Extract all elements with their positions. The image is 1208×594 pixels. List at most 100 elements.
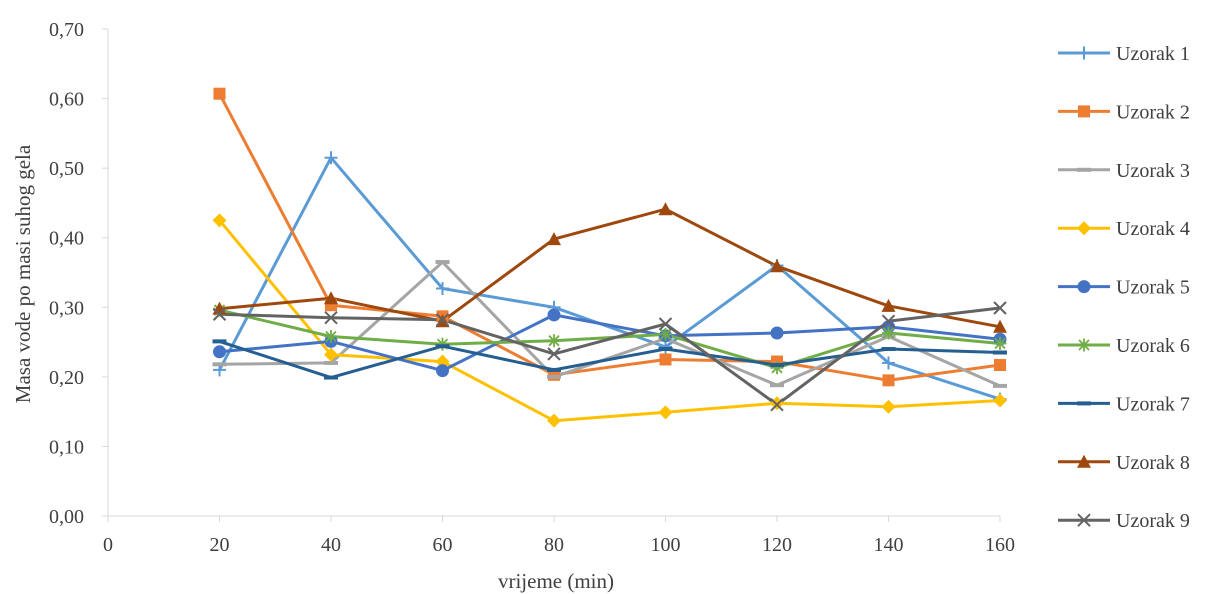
legend-swatch-marker: [1077, 338, 1091, 352]
data-point-uzorak-2: [659, 353, 672, 366]
data-point-uzorak-6: [882, 326, 895, 340]
x-tick-label: 140: [874, 534, 904, 556]
data-point-uzorak-5: [547, 308, 561, 322]
series-line-uzorak-8: [218, 207, 1002, 329]
data-point-uzorak-3: [770, 383, 784, 388]
y-tick-label: 0,50: [49, 158, 84, 180]
legend-label: Uzorak 1: [1116, 43, 1190, 65]
data-point-uzorak-4: [881, 399, 896, 414]
data-point-uzorak-1: [436, 282, 449, 296]
series-line-uzorak-7: [218, 339, 1002, 380]
data-point-uzorak-3: [547, 374, 561, 379]
y-tick-label: 0,20: [49, 367, 84, 389]
data-point-uzorak-7: [993, 350, 1007, 355]
data-point-uzorak-8: [547, 232, 561, 246]
legend-label: Uzorak 6: [1116, 335, 1190, 357]
legend-label: Uzorak 2: [1116, 101, 1190, 123]
x-tick-label: 40: [321, 534, 341, 556]
data-point-uzorak-7: [770, 363, 784, 368]
legend-label: Uzorak 3: [1116, 160, 1190, 182]
legend-item-uzorak-4: Uzorak 4: [1058, 218, 1190, 240]
legend-item-uzorak-6: Uzorak 6: [1058, 335, 1190, 357]
data-point-uzorak-1: [882, 356, 895, 370]
x-tick-label: 120: [762, 534, 792, 556]
data-point-uzorak-9: [881, 314, 896, 328]
data-point-uzorak-9: [212, 307, 227, 321]
legend-label: Uzorak 4: [1116, 218, 1190, 240]
data-point-uzorak-9: [435, 313, 450, 327]
data-point-uzorak-9: [547, 347, 561, 361]
data-point-uzorak-1: [659, 340, 672, 354]
legend-label: Uzorak 7: [1116, 393, 1190, 415]
legend-swatch-marker: [1077, 46, 1091, 60]
data-point-uzorak-6: [993, 336, 1007, 350]
data-point-uzorak-4: [993, 393, 1007, 408]
legend-swatch-marker: [1077, 513, 1091, 527]
data-point-uzorak-8: [324, 291, 338, 305]
data-point-uzorak-8: [881, 298, 896, 312]
legend-swatch-marker: [1077, 401, 1091, 406]
legend-item-uzorak-5: Uzorak 5: [1058, 277, 1190, 299]
legend-item-uzorak-7: Uzorak 7: [1058, 393, 1190, 415]
data-point-uzorak-3: [324, 360, 338, 365]
y-tick-label: 0,40: [49, 228, 84, 250]
data-point-uzorak-7: [547, 367, 561, 372]
series-markers: [212, 87, 1007, 428]
data-point-uzorak-7: [212, 339, 227, 344]
chart-axes: 0,00 0,10 0,20 0,30 0,40 0,50 0,60 0,70 0 20 40 60 8…: [49, 19, 1015, 556]
legend-swatch-marker: [1077, 221, 1091, 236]
y-tick-label: 0,30: [49, 297, 84, 319]
y-tick-label: 0,10: [49, 436, 84, 458]
data-point-uzorak-5: [436, 364, 449, 378]
data-point-uzorak-4: [212, 213, 227, 228]
legend-label: Uzorak 9: [1116, 510, 1190, 532]
data-point-uzorak-9: [993, 301, 1007, 315]
legend-swatch-marker: [1077, 167, 1091, 172]
data-point-uzorak-6: [659, 327, 672, 341]
y-tick-label: 0,70: [49, 19, 84, 41]
data-point-uzorak-2: [213, 87, 226, 100]
y-axis-title: Masa vode po masi suhog gela: [11, 144, 35, 403]
data-point-uzorak-8: [658, 202, 673, 216]
data-point-uzorak-7: [658, 347, 673, 352]
legend-label: Uzorak 8: [1116, 452, 1190, 474]
x-tick-label: 80: [544, 534, 564, 556]
legend-item-uzorak-8: Uzorak 8: [1058, 452, 1190, 474]
series-line-uzorak-5: [218, 313, 1002, 373]
series-line-uzorak-2: [218, 92, 1002, 382]
data-point-uzorak-6: [547, 334, 561, 348]
series-lines: [218, 92, 1002, 423]
data-point-uzorak-7: [435, 344, 450, 349]
x-axis-title: vrijeme (min): [498, 569, 614, 593]
data-point-uzorak-3: [435, 260, 450, 265]
data-point-uzorak-7: [324, 375, 338, 380]
series-line-uzorak-1: [218, 156, 1002, 401]
x-tick-label: 0: [103, 534, 113, 556]
data-point-uzorak-9: [324, 311, 338, 325]
legend-item-uzorak-3: Uzorak 3: [1058, 160, 1190, 182]
data-point-uzorak-3: [212, 362, 227, 367]
data-point-uzorak-5: [770, 326, 784, 340]
y-tick-label: 0,60: [49, 89, 84, 111]
data-point-uzorak-9: [770, 397, 784, 412]
series-line-uzorak-4: [218, 218, 1002, 423]
legend-item-uzorak-9: Uzorak 9: [1058, 510, 1190, 532]
legend-swatch-marker: [1078, 105, 1090, 118]
data-point-uzorak-8: [993, 319, 1007, 333]
legend-swatch-marker: [1077, 454, 1091, 468]
data-point-uzorak-4: [547, 413, 561, 428]
legend-swatch-marker: [1077, 280, 1091, 294]
data-point-uzorak-6: [324, 330, 338, 344]
data-point-uzorak-2: [882, 374, 895, 387]
x-tick-label: 160: [985, 534, 1015, 556]
data-point-uzorak-6: [436, 337, 449, 351]
legend-item-uzorak-2: Uzorak 2: [1058, 101, 1190, 123]
legend: Uzorak 1 Uzorak 2 Uzorak 3 Uzorak 4 Uzorak 5…: [1058, 43, 1190, 532]
data-point-uzorak-2: [994, 359, 1006, 372]
x-tick-label: 20: [210, 534, 230, 556]
data-point-uzorak-4: [435, 354, 450, 369]
y-tick-label: 0,00: [49, 506, 84, 528]
data-point-uzorak-7: [881, 347, 896, 352]
data-point-uzorak-3: [993, 383, 1007, 388]
